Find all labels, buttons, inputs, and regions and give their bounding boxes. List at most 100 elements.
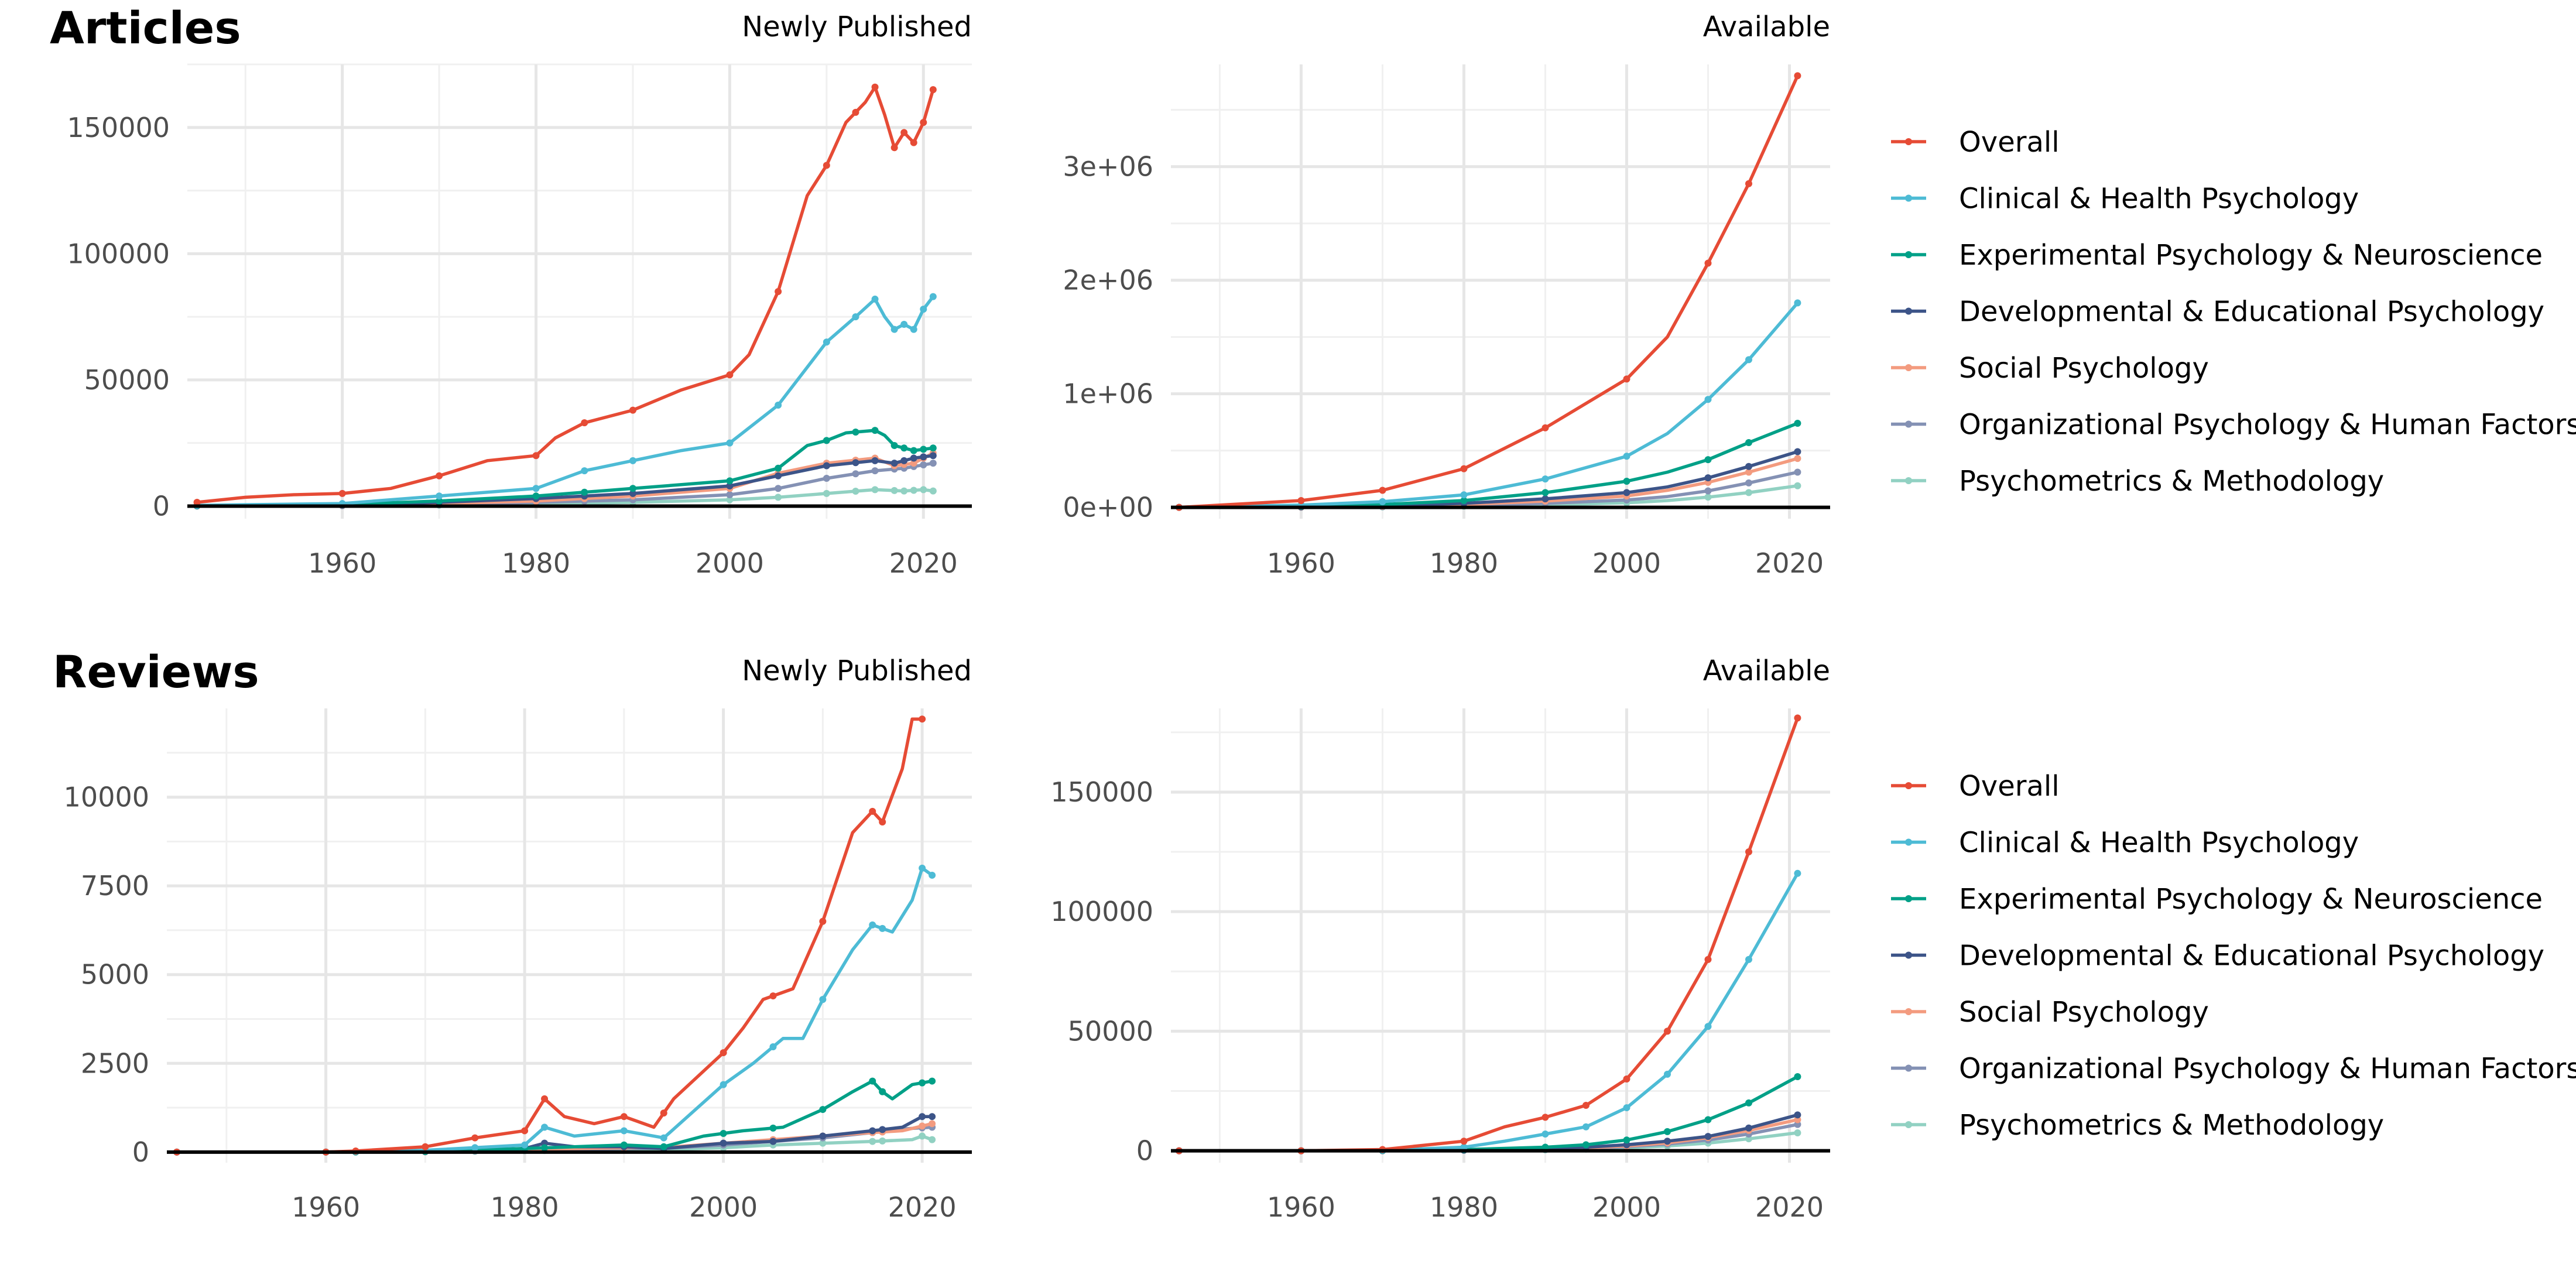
data-point [471, 1144, 479, 1152]
legend-item-psychometrics-and-methodology: Psychometrics & Methodology [1891, 1109, 2384, 1142]
data-point [541, 1123, 549, 1131]
data-point [1704, 1023, 1712, 1030]
data-point [521, 1141, 529, 1149]
data-point [1663, 1128, 1671, 1135]
legend-swatch-point [1905, 251, 1912, 258]
data-point [581, 419, 588, 427]
data-point [193, 498, 201, 506]
y-tick-label: 0e+00 [1063, 492, 1153, 523]
data-point [869, 1127, 876, 1135]
data-point [1663, 1027, 1671, 1035]
data-point [1745, 439, 1752, 447]
y-tick-label: 150000 [1050, 776, 1153, 808]
legend-label: Experimental Psychology & Neuroscience [1959, 883, 2543, 916]
data-point [1623, 1104, 1630, 1112]
legends: Overall Clinical & Health Psychology Exper… [1891, 126, 2576, 1142]
data-point [929, 487, 937, 495]
y-tick-label: 50000 [84, 364, 170, 396]
legend-swatch-point [1905, 951, 1912, 959]
x-tick-label: 1960 [292, 1191, 360, 1223]
data-point [852, 428, 859, 436]
chart-panel-4: 0 50000 100000 150000 1960 1980 2000 2020 Availa… [1050, 655, 1830, 1223]
y-tick-label: 0 [153, 490, 170, 522]
series-line [197, 429, 934, 508]
y-tick-label: 150000 [67, 112, 170, 143]
legend-swatch-point [1905, 364, 1912, 371]
data-point [910, 326, 917, 333]
x-tick-label: 1980 [1430, 547, 1498, 579]
legend-2: Overall Clinical & Health Psychology Exper… [1891, 770, 2576, 1142]
data-point [823, 489, 830, 497]
legend-swatch-point [1905, 194, 1912, 202]
data-point [769, 992, 777, 1000]
data-point [769, 1043, 777, 1050]
data-point [890, 441, 898, 449]
data-point [869, 807, 876, 815]
data-point [879, 1137, 886, 1145]
data-point [1663, 1070, 1671, 1078]
data-point [660, 1134, 667, 1142]
x-tick-label: 2000 [1592, 1191, 1661, 1223]
legend-label: Psychometrics & Methodology [1959, 1109, 2384, 1142]
legend-label: Developmental & Educational Psychology [1959, 296, 2544, 328]
legend-label: Clinical & Health Psychology [1959, 827, 2359, 859]
data-point [1704, 456, 1712, 464]
data-point [1745, 479, 1752, 487]
data-point [869, 1077, 876, 1085]
legend-label: Psychometrics & Methodology [1959, 465, 2384, 498]
data-point [1542, 424, 1549, 431]
data-point [890, 460, 898, 467]
data-point [1460, 491, 1468, 499]
legend-swatch-point [1905, 782, 1912, 789]
data-point [775, 472, 782, 479]
data-point [1704, 474, 1712, 482]
y-tick-label: 50000 [1068, 1015, 1153, 1047]
y-tick-label: 2e+06 [1063, 265, 1153, 296]
legend-swatch-point [1905, 1064, 1912, 1072]
data-point [1623, 1075, 1630, 1083]
series-line [1179, 302, 1799, 509]
data-point [920, 461, 927, 469]
data-point [929, 1113, 936, 1121]
data-point [819, 1139, 827, 1147]
data-point [1794, 420, 1801, 427]
data-point [775, 402, 782, 409]
legend-item-overall: Overall [1891, 126, 2060, 159]
data-point [620, 1141, 628, 1149]
data-point [823, 162, 830, 169]
data-point [726, 439, 734, 447]
y-tick-label: 0 [1136, 1135, 1153, 1167]
data-point [1745, 1124, 1752, 1132]
x-tick-label: 2000 [1592, 547, 1661, 579]
y-tick-label: 1e+06 [1063, 378, 1153, 410]
legend-item-organizational-psychology-and-human-factors: Organizational Psychology & Human Factor… [1891, 409, 2576, 441]
panel-subtitle: Newly Published [742, 11, 972, 43]
legend-item-experimental-psychology-and-neuroscience: Experimental Psychology & Neuroscience [1891, 239, 2543, 272]
data-point [1460, 1143, 1468, 1151]
data-point [1663, 1138, 1671, 1145]
data-point [1794, 1111, 1801, 1119]
series-line [1179, 422, 1799, 509]
data-point [775, 464, 782, 472]
series-experimental-psychology-and-neuroscience [193, 427, 937, 509]
y-tick-label: 100000 [67, 238, 170, 269]
data-point [726, 477, 734, 485]
y-tick-label: 2500 [81, 1047, 149, 1079]
row-title: Reviews [53, 646, 259, 698]
row-title: Articles [50, 2, 241, 54]
series-line [177, 866, 933, 1154]
series-line [1179, 872, 1799, 1153]
data-point [819, 996, 827, 1003]
data-point [1794, 468, 1801, 476]
data-point [819, 1106, 827, 1114]
data-point [1704, 1133, 1712, 1140]
x-tick-label: 2000 [696, 547, 764, 579]
data-point [436, 497, 443, 505]
data-point [929, 1077, 936, 1085]
data-point [871, 295, 879, 303]
data-point [1794, 1129, 1801, 1136]
data-point [919, 1079, 926, 1087]
data-point [471, 1134, 479, 1142]
data-point [920, 453, 927, 461]
data-point [910, 139, 917, 146]
